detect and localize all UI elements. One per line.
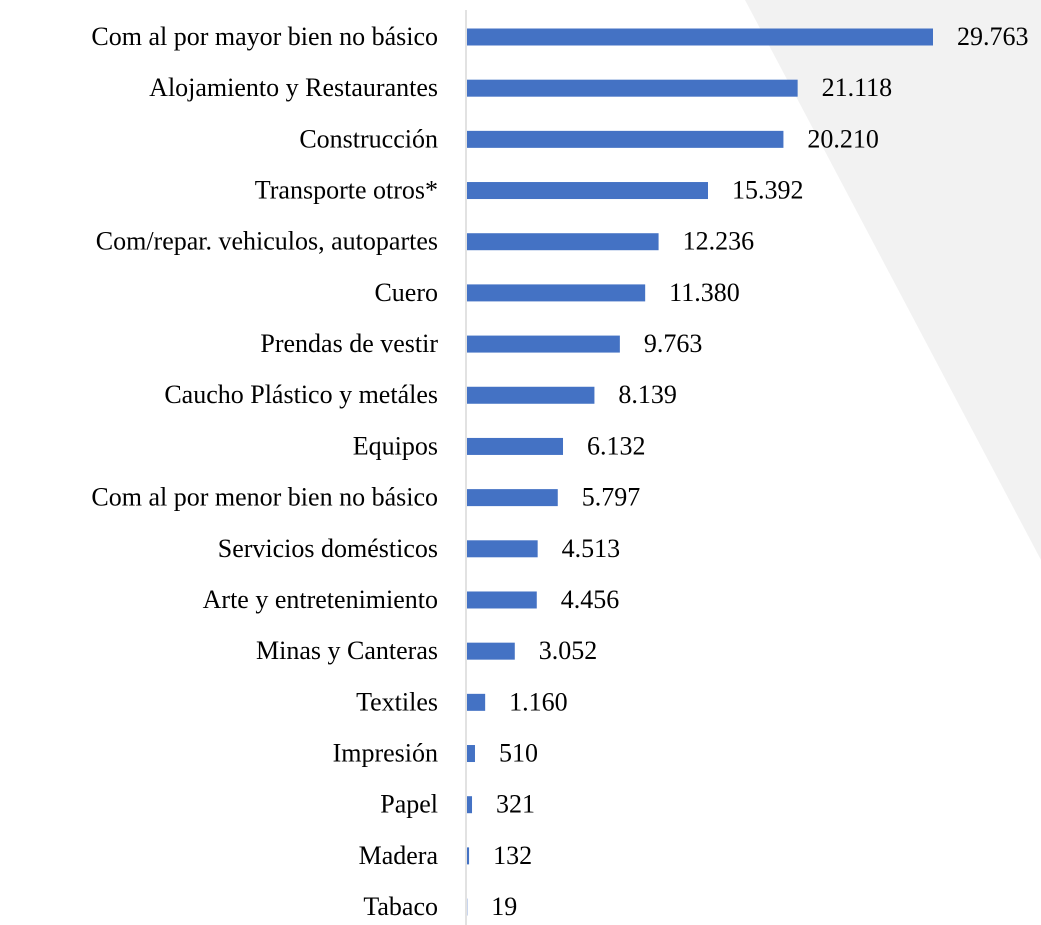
bar	[467, 284, 646, 302]
value-label: 132	[493, 841, 532, 870]
value-label: 21.118	[822, 73, 893, 102]
category-label: Papel	[380, 790, 438, 819]
bar	[467, 233, 659, 251]
value-label: 19	[491, 892, 517, 921]
category-label: Cuero	[374, 278, 438, 307]
value-label: 11.380	[669, 278, 740, 307]
value-label: 6.132	[587, 431, 646, 460]
category-label: Transporte otros*	[255, 176, 438, 205]
value-label: 5.797	[582, 483, 641, 512]
category-label: Servicios domésticos	[218, 534, 438, 563]
bar	[467, 591, 537, 609]
bar	[467, 335, 620, 353]
value-label: 321	[496, 790, 535, 819]
bar	[467, 28, 933, 46]
value-label: 12.236	[683, 227, 755, 256]
category-label: Textiles	[356, 687, 438, 716]
category-label: Construcción	[299, 124, 438, 153]
category-label: Arte y entretenimiento	[203, 585, 438, 614]
value-label: 9.763	[644, 329, 703, 358]
background-shape	[745, 0, 1041, 560]
bar	[467, 847, 470, 865]
category-label: Equipos	[353, 431, 438, 460]
bar	[467, 79, 798, 97]
category-label: Com al por mayor bien no básico	[91, 22, 438, 51]
bar	[467, 437, 564, 455]
bar	[467, 386, 595, 404]
category-label: Minas y Canteras	[256, 636, 438, 665]
category-label: Caucho Plástico y metáles	[164, 380, 438, 409]
value-label: 8.139	[618, 380, 677, 409]
value-label: 4.456	[561, 585, 620, 614]
value-label: 4.513	[562, 534, 621, 563]
value-label: 20.210	[807, 124, 879, 153]
value-label: 15.392	[732, 176, 804, 205]
bar	[467, 540, 538, 558]
value-label: 1.160	[509, 687, 567, 716]
category-label: Tabaco	[363, 892, 438, 921]
category-label: Alojamiento y Restaurantes	[149, 73, 438, 102]
value-label: 510	[499, 738, 538, 767]
value-label: 3.052	[539, 636, 598, 665]
category-label: Com/repar. vehiculos, autopartes	[96, 227, 438, 256]
bar	[467, 642, 515, 660]
bar	[467, 182, 708, 200]
value-label: 29.763	[957, 22, 1029, 51]
bar	[467, 489, 558, 507]
category-label: Impresión	[333, 738, 438, 767]
category-label: Com al por menor bien no básico	[91, 483, 438, 512]
bar	[467, 130, 784, 148]
category-label: Prendas de vestir	[260, 329, 438, 358]
bar	[467, 693, 486, 711]
bar	[467, 796, 473, 814]
category-label: Madera	[359, 841, 439, 870]
bar	[467, 745, 475, 763]
